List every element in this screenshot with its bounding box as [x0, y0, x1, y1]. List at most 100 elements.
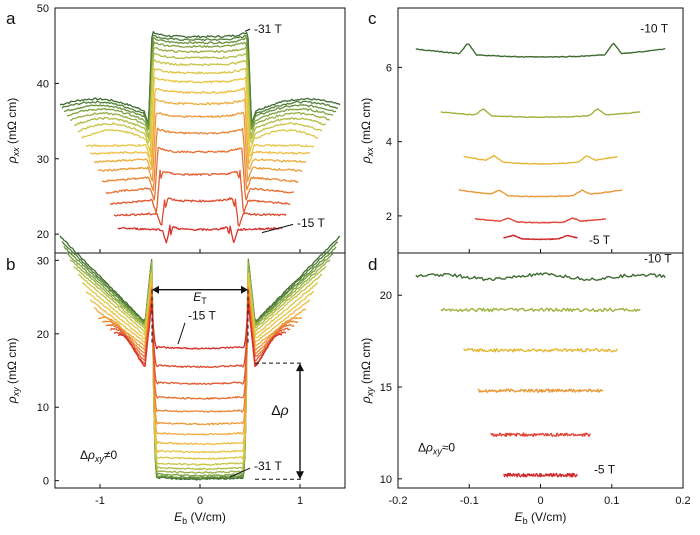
y-tick-label: 50	[37, 3, 49, 15]
curve-b	[117, 303, 283, 368]
curve-b	[98, 287, 303, 426]
y-tick-label: 30	[37, 154, 49, 166]
y-tick-label: 20	[37, 329, 49, 341]
curve-d	[463, 348, 619, 353]
curve-a	[66, 41, 334, 131]
curve-d	[490, 432, 592, 438]
curve-c	[463, 154, 618, 165]
plot-frame	[397, 7, 684, 254]
curve-c	[440, 108, 641, 119]
panel-a: 20 30 40 50 a ρxx (mΩ cm) -31 T -15 T	[5, 3, 346, 254]
curve-b	[105, 293, 295, 400]
curve-a	[59, 31, 341, 122]
curve-b	[113, 299, 287, 369]
y-tick-label: 0	[43, 476, 49, 488]
x-tick-label: 0.1	[604, 495, 619, 507]
curve-a	[93, 98, 307, 171]
curve-b	[66, 252, 334, 477]
annotation-leader	[244, 28, 251, 32]
arrowhead	[241, 285, 248, 294]
y-tick-label: 10	[380, 474, 392, 486]
panel-b: 0 10 20 30 -1 0 1 b ρxy (mΩ cm) Eb (V/cm) ET Δρ -15 …	[5, 235, 346, 526]
curve-c	[415, 42, 666, 58]
annotation-label: -5 T	[594, 463, 616, 477]
curve-a	[117, 224, 283, 244]
annotation-label: -15 T	[297, 216, 325, 230]
delta-rho-xy-label: Δρxy≈0	[418, 441, 455, 457]
annotation-label: -5 T	[589, 233, 611, 247]
annotation-leader	[229, 467, 251, 478]
y-tick-label: 4	[386, 137, 392, 149]
x-axis-label: Eb (V/cm)	[174, 510, 226, 526]
curve-d	[477, 388, 604, 393]
panel-letter: b	[6, 255, 15, 274]
curve-b	[77, 272, 322, 466]
curve-a	[70, 46, 331, 139]
curve-a	[101, 127, 299, 192]
curve-d	[503, 472, 578, 478]
arrowhead	[296, 363, 304, 372]
arrowhead	[152, 285, 159, 294]
y-tick-label: 6	[386, 62, 392, 74]
annotation-leader	[177, 322, 186, 345]
y-tick-label: 20	[37, 229, 49, 241]
curve-a	[77, 58, 323, 144]
y-tick-label: 30	[37, 255, 49, 267]
annotation-label: -10 T	[644, 252, 672, 266]
y-axis-label: ρxy (mΩ cm)	[5, 338, 21, 405]
curve-a	[105, 146, 295, 201]
x-tick-label: 0	[537, 495, 543, 507]
panel-letter: d	[368, 255, 377, 274]
curve-b	[81, 271, 319, 460]
arrowhead	[296, 471, 304, 480]
delta-rho-xy-label: Δρxy≠0	[80, 448, 117, 464]
curve-c	[458, 189, 623, 198]
curve-a	[85, 76, 315, 158]
x-tick-label: 0.2	[675, 495, 690, 507]
y-tick-label: 40	[37, 78, 49, 90]
curve-a	[109, 169, 291, 214]
panel-d: 10 15 20 -0.2 -0.1 0 0.1 0.2 d ρxy (mΩ cm) Eb (V/c…	[359, 252, 691, 526]
y-axis-label: ρxx (mΩ cm)	[5, 98, 21, 165]
curve-c	[503, 234, 578, 241]
curve-a	[81, 67, 319, 153]
y-tick-label: 2	[386, 211, 392, 223]
y-axis-label: ρxx (mΩ cm)	[359, 98, 375, 165]
x-tick-label: -0.2	[389, 495, 408, 507]
curve-c	[474, 217, 607, 224]
y-tick-label: 20	[380, 290, 392, 302]
curve-b	[63, 246, 337, 479]
x-tick-label: 1	[297, 495, 303, 507]
curve-b	[85, 281, 315, 454]
x-tick-label: -1	[95, 495, 105, 507]
curve-b	[110, 299, 291, 386]
delta-label: Δρ	[271, 402, 288, 418]
annotation-label: -15 T	[188, 308, 216, 322]
y-axis-label: ρxy (mΩ cm)	[359, 338, 375, 405]
x-tick-label: 0	[197, 495, 203, 507]
curve-b	[101, 286, 299, 413]
curve-b	[69, 259, 331, 474]
curve-a	[113, 197, 287, 227]
curve-a	[63, 37, 337, 129]
curve-d	[440, 307, 641, 313]
annotation-label: -31 T	[254, 459, 282, 473]
curve-d	[415, 272, 666, 282]
curve-a	[90, 86, 311, 166]
curve-a	[73, 52, 327, 141]
curve-b	[89, 279, 311, 446]
x-axis-label: Eb (V/cm)	[515, 510, 567, 526]
curve-b	[59, 235, 341, 481]
annotation-label: -31 T	[254, 22, 282, 36]
annotation-label: -10 T	[640, 21, 668, 35]
curve-b	[73, 265, 327, 471]
curve-a	[61, 34, 338, 127]
panel-letter: a	[6, 9, 16, 28]
panel-letter: c	[368, 9, 377, 28]
x-tick-label: -0.1	[460, 495, 479, 507]
y-tick-label: 10	[37, 402, 49, 414]
annotation-leader	[261, 223, 294, 234]
y-tick-label: 15	[380, 382, 392, 394]
curve-a	[97, 111, 303, 182]
